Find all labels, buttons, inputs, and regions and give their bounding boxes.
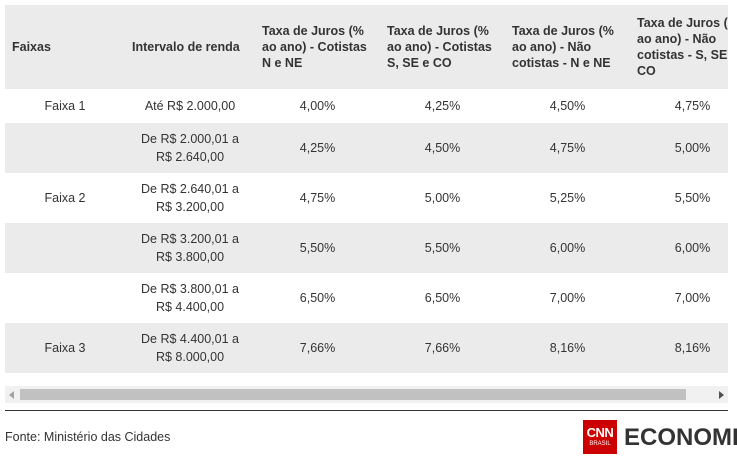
scroll-left[interactable] <box>9 391 14 399</box>
table-cell: 4,50% <box>380 123 505 173</box>
header-cell: Taxa de Juros (% ao ano) - Não cotistas … <box>630 5 728 89</box>
table-cell <box>5 123 125 173</box>
header-cell: Taxa de Juros (% ao ano) - Cotistas S, S… <box>380 5 505 89</box>
source: Fonte: Ministério das Cidades <box>5 430 171 444</box>
table-row: Faixa 3 De R$ 4.400,01 a R$ 8.000,00 7,66%… <box>5 323 728 373</box>
table-cell: 4,25% <box>255 123 380 173</box>
table-cell: De R$ 2.000,01 a R$ 2.640,00 <box>125 123 255 173</box>
table-cell: 7,00% <box>674 291 711 305</box>
logo-name: ECONOMIA <box>624 424 737 451</box>
table-row: De R$ 3.800,01 a R$ 4.400,00 6,50% 6,50% 7,… <box>5 273 728 323</box>
table-cell: De R$ 4.400,01 a R$ 8.000,00 <box>125 323 255 373</box>
table-scroll-area: Faixas Intervalo de renda Taxa de Juros (%… <box>5 5 728 374</box>
logo-sub: BRASIL <box>589 441 611 447</box>
table-cell: Faixa 1 <box>44 99 86 113</box>
table-cell: 6,00% <box>505 223 630 273</box>
table-cell: 4,00% <box>299 99 336 113</box>
scroll-thumb[interactable] <box>20 389 686 400</box>
logo-cnn: CNN <box>586 425 614 440</box>
header-cell: Intervalo de renda <box>125 5 255 89</box>
table-cell: De R$ 2.640,01 a R$ 3.200,00 <box>141 182 239 214</box>
table-cell: 6,50% <box>424 291 461 305</box>
table-cell: 7,66% <box>255 323 380 373</box>
table-cell: Até R$ 2.000,00 <box>144 99 236 113</box>
header-row: Faixas Intervalo de renda Taxa de Juros (%… <box>5 5 728 89</box>
table-cell: 5,00% <box>424 191 461 205</box>
table-cell: Faixa 2 <box>44 191 86 205</box>
table-cell: De R$ 3.200,01 a R$ 3.800,00 <box>125 223 255 273</box>
table-cell: 7,66% <box>380 323 505 373</box>
divider <box>5 410 728 411</box>
table-cell: 4,25% <box>424 99 461 113</box>
table-cell: 8,16% <box>630 323 728 373</box>
header-cell: Faixas <box>5 5 125 89</box>
table-cell <box>5 223 125 273</box>
table-cell: Faixa 3 <box>5 323 125 373</box>
table-cell: 5,50% <box>674 191 711 205</box>
table-cell: De R$ 3.800,01 a R$ 4.400,00 <box>141 282 239 314</box>
table-cell: 6,50% <box>299 291 336 305</box>
header-cell: Taxa de Juros (% ao ano) - Cotistas N e … <box>255 5 380 89</box>
table: Faixas Intervalo de renda Taxa de Juros (%… <box>5 5 728 373</box>
table-row: De R$ 3.200,01 a R$ 3.800,00 5,50% 5,50% 6,… <box>5 223 728 273</box>
table-cell <box>5 273 125 323</box>
table-cell: 7,00% <box>549 291 586 305</box>
logo-mark: CNN BRASIL <box>583 420 617 454</box>
table-cell: 8,16% <box>505 323 630 373</box>
table-body: Faixa 1 Até R$ 2.000,00 4,00% 4,25% 4,50% 4,7… <box>5 89 728 373</box>
table-cell: 4,75% <box>299 191 336 205</box>
table-cell: 5,25% <box>549 191 586 205</box>
table-cell: 5,50% <box>380 223 505 273</box>
table-cell: 4,75% <box>505 123 630 173</box>
table-cell: 5,00% <box>630 123 728 173</box>
table-cell: 4,75% <box>674 99 711 113</box>
header-cell: Taxa de Juros (% ao ano) - Não cotistas … <box>505 5 630 89</box>
table-row: De R$ 2.000,01 a R$ 2.640,00 4,25% 4,50% 4,… <box>5 123 728 173</box>
table-cell: 4,50% <box>549 99 586 113</box>
table-cell: 6,00% <box>630 223 728 273</box>
table-row: Faixa 1 Até R$ 2.000,00 4,00% 4,25% 4,50% 4,7… <box>5 89 728 123</box>
scrollbar[interactable] <box>5 386 728 403</box>
table-cell: 5,50% <box>255 223 380 273</box>
table-row: Faixa 2 De R$ 2.640,01 a R$ 3.200,00 4,75%… <box>5 173 728 223</box>
scroll-right[interactable] <box>719 391 724 399</box>
